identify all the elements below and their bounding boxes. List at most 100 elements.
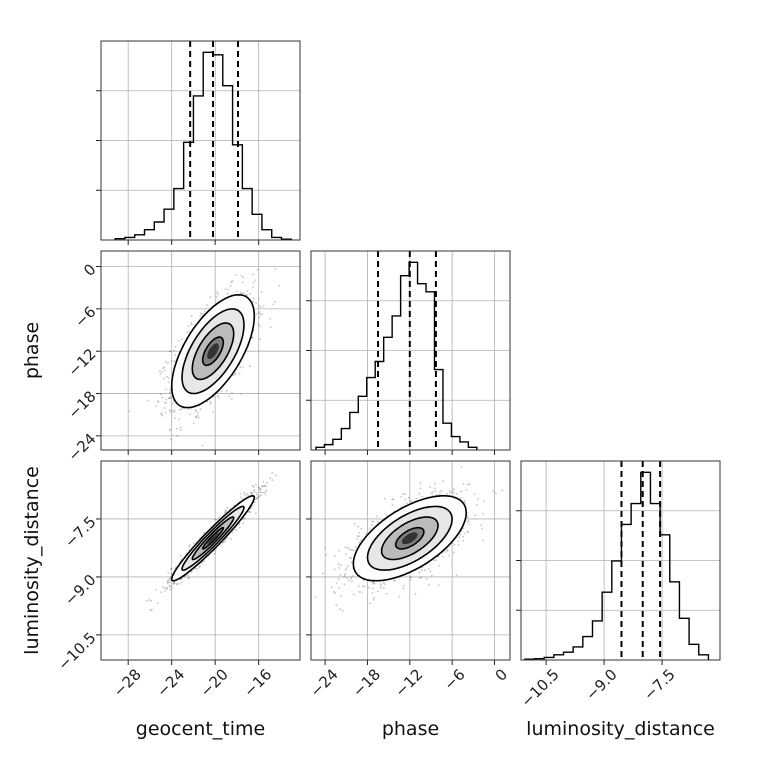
sample-point xyxy=(350,576,352,578)
scatter-panel-phase-luminosity_distance xyxy=(306,460,511,665)
sample-point xyxy=(240,392,243,395)
x-tick-label-luminosity_distance: −9.0 xyxy=(582,665,620,703)
sample-point xyxy=(234,274,237,276)
sample-point xyxy=(448,554,450,557)
sample-point xyxy=(181,338,183,341)
sample-point xyxy=(203,310,206,313)
sample-point xyxy=(176,582,179,585)
sample-point xyxy=(216,291,218,294)
sample-point xyxy=(229,285,232,287)
sample-point xyxy=(224,509,227,512)
sample-point xyxy=(404,498,407,501)
sample-point xyxy=(255,491,258,494)
sample-point xyxy=(179,426,182,429)
sample-point xyxy=(215,296,218,298)
x-tick-label-phase: −18 xyxy=(349,665,384,700)
sample-point xyxy=(233,528,236,531)
sample-point xyxy=(226,506,229,509)
sample-point xyxy=(171,410,174,413)
sample-point xyxy=(253,485,255,488)
sample-point xyxy=(251,484,254,487)
sample-point xyxy=(189,413,191,416)
sample-point xyxy=(251,505,254,508)
sample-point xyxy=(224,539,227,542)
sample-point xyxy=(256,493,258,496)
sample-point xyxy=(231,397,233,400)
sample-point xyxy=(259,491,261,494)
sample-point xyxy=(174,354,177,356)
x-tick-label-geocent_time: −24 xyxy=(153,665,188,700)
sample-point xyxy=(166,375,168,378)
sample-point xyxy=(372,520,375,523)
sample-point xyxy=(455,574,458,577)
sample-point xyxy=(357,525,360,528)
sample-point xyxy=(463,532,466,535)
sample-point xyxy=(333,568,336,571)
sample-point xyxy=(459,533,462,536)
sample-point xyxy=(171,402,174,405)
sample-point xyxy=(220,390,223,393)
sample-point xyxy=(195,416,198,418)
sample-point xyxy=(253,489,256,492)
sample-point xyxy=(187,574,189,577)
sample-point xyxy=(418,492,421,495)
x-tick-label-geocent_time: −28 xyxy=(110,665,145,700)
sample-point xyxy=(173,411,176,413)
contour-line xyxy=(352,495,468,582)
sample-point xyxy=(415,497,418,500)
sample-point xyxy=(255,483,257,486)
sample-point xyxy=(365,532,368,535)
sample-point xyxy=(269,477,272,480)
sample-point xyxy=(206,400,209,403)
sample-point xyxy=(258,495,261,497)
y-axis-label-luminosity_distance: luminosity_distance xyxy=(21,466,43,655)
sample-point xyxy=(226,537,229,540)
sample-point xyxy=(398,595,401,598)
sample-point xyxy=(216,395,219,397)
sample-point xyxy=(410,499,412,502)
sample-point xyxy=(170,572,173,575)
sample-point xyxy=(265,485,267,488)
sample-point xyxy=(128,410,131,413)
contour-line xyxy=(201,526,225,550)
sample-point xyxy=(169,391,172,394)
sample-point xyxy=(351,549,354,551)
sample-point xyxy=(371,592,374,594)
sample-point xyxy=(457,540,460,543)
sample-point xyxy=(197,416,200,419)
y-tick-label-phase: −6 xyxy=(71,303,99,331)
sample-point xyxy=(254,498,257,501)
sample-point xyxy=(337,563,340,566)
sample-point xyxy=(466,516,469,518)
sample-point xyxy=(246,245,248,247)
histogram-luminosity_distance xyxy=(524,471,710,660)
sample-point xyxy=(356,535,359,538)
sample-point xyxy=(190,323,193,326)
sample-point xyxy=(384,513,387,515)
sample-point xyxy=(194,409,197,411)
sample-point xyxy=(357,585,360,588)
sample-point xyxy=(330,586,333,589)
scatter-panel-geocent_time-phase xyxy=(96,245,301,455)
sample-point xyxy=(343,575,345,578)
panel-frame xyxy=(100,40,301,241)
sample-point xyxy=(383,583,386,585)
sample-point xyxy=(418,571,421,574)
sample-point xyxy=(385,593,388,595)
sample-point xyxy=(402,587,405,590)
sample-point xyxy=(446,549,449,552)
sample-point xyxy=(255,302,258,304)
sample-point xyxy=(333,590,335,593)
sample-point xyxy=(257,486,260,488)
panel-frame xyxy=(520,460,721,661)
sample-point xyxy=(165,402,168,404)
sample-point xyxy=(256,498,258,500)
sample-point xyxy=(434,490,437,492)
panels-layer xyxy=(96,40,721,665)
sample-point xyxy=(380,585,382,587)
sample-point xyxy=(456,493,458,495)
sample-point xyxy=(356,538,358,540)
sample-point xyxy=(337,578,340,580)
sample-point xyxy=(196,567,198,570)
sample-point xyxy=(420,569,423,571)
